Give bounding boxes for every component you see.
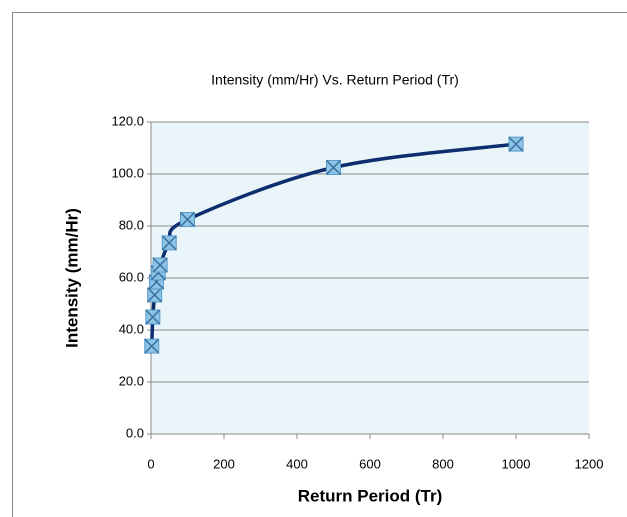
x-tick-label: 400: [286, 456, 308, 471]
data-point: [147, 287, 163, 303]
data-point: [325, 159, 342, 176]
x-axis-title: Return Period (Tr): [298, 486, 443, 505]
y-tick-label: 120.0: [111, 113, 144, 128]
data-point: [161, 235, 177, 251]
marker-cross: [508, 136, 524, 152]
y-tick-label: 20.0: [119, 373, 144, 388]
y-tick-label: 0.0: [126, 425, 144, 440]
data-point: [145, 309, 161, 325]
y-axis-title: Intensity (mm/Hr): [62, 208, 81, 348]
marker-cross: [152, 257, 168, 273]
x-tick-label: 1200: [575, 456, 604, 471]
y-tick-label: 100.0: [111, 165, 144, 180]
marker-cross: [325, 159, 342, 176]
marker-cross: [179, 211, 196, 228]
x-tick-label: 800: [432, 456, 454, 471]
data-point: [152, 257, 168, 273]
y-tick-label: 60.0: [119, 269, 144, 284]
y-tick-label: 40.0: [119, 321, 144, 336]
marker-cross: [161, 235, 177, 251]
x-tick-label: 200: [213, 456, 235, 471]
marker-cross: [145, 309, 161, 325]
data-point: [179, 211, 196, 228]
y-tick-label: 80.0: [119, 217, 144, 232]
marker-cross: [147, 287, 163, 303]
marker-cross: [144, 338, 160, 354]
data-point: [508, 136, 524, 152]
x-tick-label: 600: [359, 456, 381, 471]
x-tick-label: 0: [147, 456, 154, 471]
data-point: [144, 338, 160, 354]
x-tick-label: 1000: [502, 456, 531, 471]
chart-title: Intensity (mm/Hr) Vs. Return Period (Tr): [211, 72, 459, 88]
